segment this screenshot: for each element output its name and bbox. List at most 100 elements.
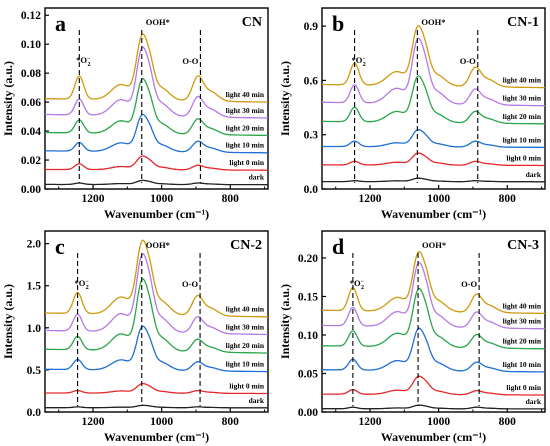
y-axis-title: Intensity (a.u.) <box>1 61 15 136</box>
y-tick-label: 0.6 <box>304 75 319 87</box>
series-line-dark <box>45 179 268 186</box>
series-label: light 10 min <box>503 135 542 144</box>
series-line-light-40-min <box>45 239 268 318</box>
peak-label: OOH* <box>421 17 445 27</box>
series-line-light-30-min <box>45 253 268 336</box>
series-label: light 10 min <box>226 141 265 150</box>
series-line-light-0-min <box>45 382 268 395</box>
peak-label: OOH* <box>146 17 170 27</box>
peak-label: *O− 2 <box>76 55 91 68</box>
chart-panel-b: 1200 1000 800 0.0 0.3 0.6 0.9 Wavenumber (cm⁻¹)… <box>278 7 546 221</box>
y-axis-title: Intensity (a.u.) <box>1 284 15 359</box>
series-line-light-10-min <box>45 325 268 373</box>
series-line-dark <box>322 404 545 410</box>
series-line-light-30-min <box>322 37 545 107</box>
series-line-light-40-min <box>44 33 268 103</box>
x-axis-title: Wavenumber (cm⁻¹) <box>104 207 209 221</box>
peak-label: O-O <box>460 56 476 66</box>
series-line-light-20-min <box>322 75 545 125</box>
series-line-light-20-min <box>45 78 268 137</box>
series-line-light-40-min <box>322 250 545 315</box>
x-axis-title: Wavenumber (cm⁻¹) <box>381 207 486 221</box>
series-label: light 30 min <box>226 106 265 115</box>
series-line-light-20-min <box>45 278 268 354</box>
chart-panel-d: 1200 1000 800 0.00 0.05 0.10 0.15 0.20 Wavenumbe… <box>278 230 546 444</box>
series-label: light 0 min <box>229 381 264 390</box>
plot-frame <box>44 7 269 190</box>
series-line-light-30-min <box>45 46 268 119</box>
y-axis-title: Intensity (a.u.) <box>278 284 292 359</box>
x-axis-title: Wavenumber (cm⁻¹) <box>381 430 486 444</box>
x-tick-label: 1200 <box>359 193 382 205</box>
series-line-light-0-min <box>45 155 268 171</box>
peak-label: OOH* <box>422 240 446 250</box>
y-tick-label: 0.05 <box>298 368 318 380</box>
panel-title: CN-2 <box>230 238 262 253</box>
series-label: light 30 min <box>503 317 542 326</box>
y-tick-label: 0.5 <box>27 365 42 377</box>
peak-label: O-O <box>461 279 477 289</box>
y-tick-label: 0.10 <box>21 39 41 51</box>
series-label: light 30 min <box>226 322 265 331</box>
y-tick-label: 0.9 <box>304 21 319 33</box>
x-tick-label: 1000 <box>150 193 173 205</box>
peak-label: O-O <box>182 279 198 289</box>
series-label: light 40 min <box>503 76 542 85</box>
y-tick-label: 0.0 <box>304 184 319 196</box>
panel-letter: b <box>332 11 344 36</box>
series-line-light-40-min <box>322 24 545 89</box>
y-tick-label: 0.00 <box>298 407 318 419</box>
y-tick-label: 0.04 <box>21 126 41 138</box>
x-tick-label: 1200 <box>82 416 105 428</box>
series-label: dark <box>526 397 542 406</box>
series-label: light 0 min <box>506 383 541 392</box>
peak-label: *O− 2 <box>350 278 365 291</box>
x-tick-label: 800 <box>222 416 240 428</box>
series-label: dark <box>249 396 265 405</box>
series-line-light-10-min <box>322 129 545 149</box>
panel-letter: c <box>55 234 65 259</box>
series-label: light 0 min <box>506 153 541 162</box>
y-tick-label: 0.15 <box>298 291 318 303</box>
series-label: light 10 min <box>503 360 542 369</box>
x-axis-title: Wavenumber (cm⁻¹) <box>104 430 209 444</box>
y-tick-label: 0.08 <box>21 68 41 80</box>
y-tick-label: 0.0 <box>27 407 42 419</box>
series-line-dark <box>322 177 545 183</box>
series-label: light 40 min <box>503 301 542 310</box>
series-line-light-0-min <box>322 152 545 167</box>
y-tick-label: 0.00 <box>21 184 41 196</box>
y-tick-label: 1.0 <box>27 323 42 335</box>
series-label: light 20 min <box>226 341 265 350</box>
panel-title: CN-3 <box>507 238 539 253</box>
series-label: light 20 min <box>226 123 265 132</box>
peak-label: OOH* <box>146 240 170 250</box>
series-label: light 40 min <box>226 90 265 99</box>
series-line-light-10-min <box>44 113 268 154</box>
y-tick-label: 1.5 <box>27 281 42 293</box>
y-tick-label: 0.02 <box>21 155 41 167</box>
panel-title: CN <box>242 15 262 30</box>
panel-letter: d <box>332 234 344 259</box>
plot-frame <box>321 7 546 190</box>
peak-label: *O− 2 <box>351 55 366 68</box>
x-tick-label: 1000 <box>427 416 450 428</box>
x-tick-label: 800 <box>222 193 240 205</box>
panel-title: CN-1 <box>507 15 539 30</box>
series-label: light 20 min <box>503 337 542 346</box>
series-label: light 10 min <box>226 360 265 369</box>
series-line-light-30-min <box>322 261 545 330</box>
series-line-light-0-min <box>322 375 545 396</box>
series-label: dark <box>526 170 542 179</box>
series-line-light-20-min <box>322 287 545 350</box>
peak-label: *O− 2 <box>74 278 89 291</box>
series-label: dark <box>249 173 265 182</box>
x-tick-label: 1000 <box>150 416 173 428</box>
x-tick-label: 800 <box>499 193 517 205</box>
y-tick-label: 0.20 <box>298 253 318 265</box>
y-tick-label: 2.0 <box>27 239 42 251</box>
plot-frame <box>44 230 269 413</box>
chart-panel-a: 1200 1000 800 0.00 0.02 0.04 0.06 0.08 0.10 0.12 W… <box>1 7 269 221</box>
series-label: light 20 min <box>503 112 542 121</box>
